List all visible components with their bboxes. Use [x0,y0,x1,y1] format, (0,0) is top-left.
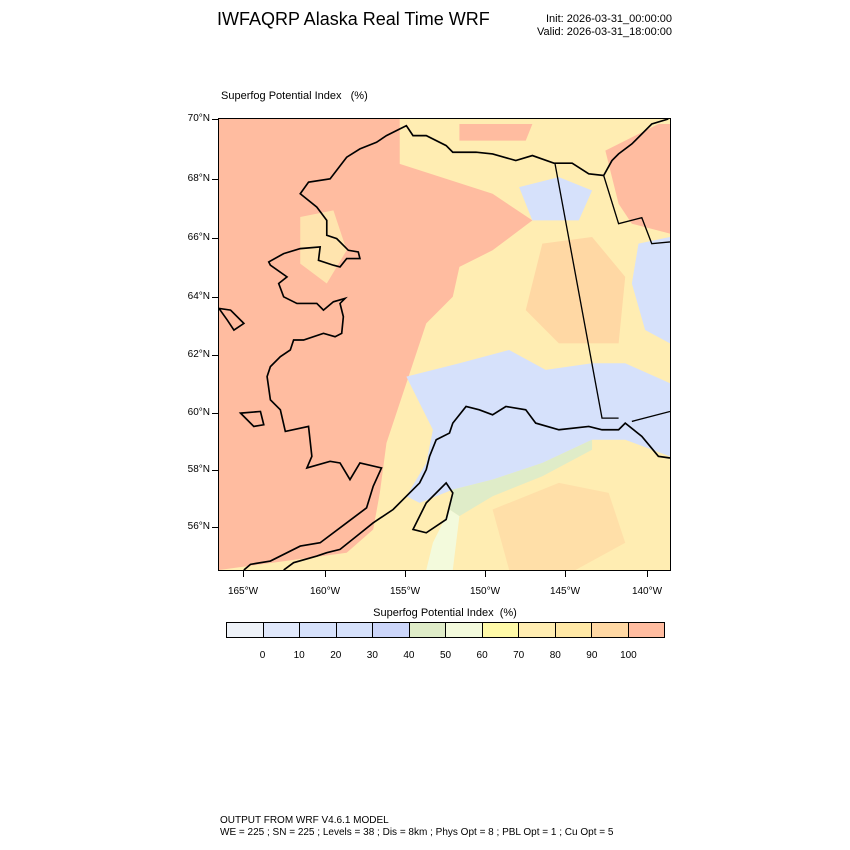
field-low-region-north [519,177,593,221]
colorbar-box [446,623,483,637]
lon-tick [405,571,406,577]
map-svg [219,119,670,570]
colorbar-box [482,623,519,637]
colorbar-box [555,623,592,637]
init-time: Init: 2026-03-31_00:00:00 [546,13,672,25]
kodiak-island [411,481,454,534]
lat-label: 64°N [187,291,210,302]
colorbar-label: 10 [293,650,305,661]
lon-label: 155°W [389,586,421,597]
lat-tick [212,119,218,120]
lat-label: 70°N [187,113,210,124]
field-mid-patch [525,236,626,344]
lat-label: 56°N [187,521,210,532]
coastline-south [283,405,670,570]
field-high-region [219,119,533,570]
colorbar-label: 20 [330,650,342,661]
lat-label: 58°N [187,464,210,475]
lon-tick [485,571,486,577]
model-info: OUTPUT FROM WRF V4.6.1 MODEL WE = 225 ; S… [220,815,613,839]
lat-tick [212,470,218,471]
lon-label: 165°W [227,586,259,597]
colorbar-box [373,623,410,637]
colorbar-box [628,623,664,637]
lat-label: 66°N [187,232,210,243]
figure-title: IWFAQRP Alaska Real Time WRF [217,9,490,29]
colorbar-box [300,623,337,637]
island-st-lawrence [219,307,246,332]
lat-tick [212,355,218,356]
colorbar-box [409,623,446,637]
valid-time: Valid: 2026-03-31_18:00:00 [537,26,672,38]
island-nunivak [238,410,265,428]
border-alaska-canada [554,163,619,419]
border-nwt-yukon [603,175,670,245]
lon-tick [565,571,566,577]
colorbar-label: 90 [586,650,598,661]
field-pale-band [426,509,460,570]
colorbar-title: Superfog Potential Index (%) [373,607,517,619]
lat-tick [212,527,218,528]
model-settings: WE = 225 ; SN = 225 ; Levels = 38 ; Dis … [220,827,614,838]
lon-label: 140°W [631,586,663,597]
field-high-region-north [459,123,533,141]
lon-tick [647,571,648,577]
lon-tick [325,571,326,577]
field-south-mid [492,482,626,570]
colorbar-label: 80 [549,650,561,661]
colorbar [226,622,665,638]
colorbar-label: 100 [620,650,637,661]
lat-tick [212,297,218,298]
lat-label: 62°N [187,349,210,360]
coastline [243,119,669,570]
map-panel [218,118,671,571]
field-low-region-east [631,236,670,344]
time-info: Init: 2026-03-31_00:00:00 Valid: 2026-03-… [537,13,672,39]
field-low-region [406,349,670,503]
lon-label: 145°W [549,586,581,597]
colorbar-label: 60 [476,650,488,661]
lat-label: 60°N [187,407,210,418]
colorbar-box [519,623,556,637]
border-bc-yukon [631,410,670,423]
colorbar-box [263,623,300,637]
lat-tick [212,238,218,239]
lon-label: 160°W [309,586,341,597]
field-green-band [449,439,593,517]
lat-tick [212,179,218,180]
colorbar-label: 40 [403,650,415,661]
lat-label: 68°N [187,173,210,184]
colorbar-label: 0 [259,650,266,661]
colorbar-label: 30 [366,650,378,661]
lon-tick [243,571,244,577]
colorbar-box [592,623,629,637]
colorbar-box [227,623,264,637]
plot-label: Superfog Potential Index (%) [221,90,368,102]
colorbar-label: 50 [439,650,452,661]
lat-tick [212,413,218,414]
colorbar-label: 70 [513,650,525,661]
model-version: OUTPUT FROM WRF V4.6.1 MODEL [220,815,389,826]
colorbar-box [336,623,373,637]
lon-label: 150°W [469,586,501,597]
